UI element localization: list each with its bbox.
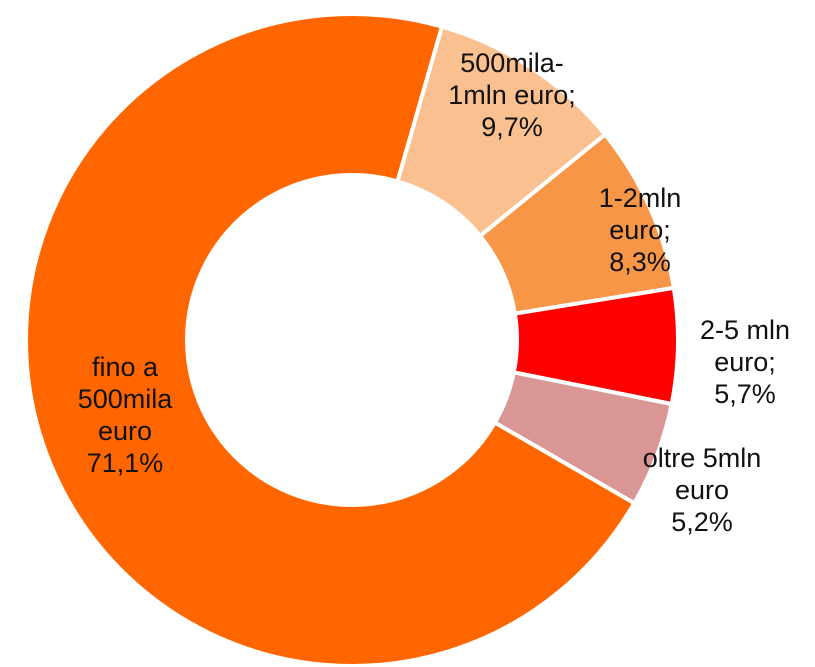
slice-label: 2-5 mln euro; 5,7% <box>680 314 810 410</box>
slice-label: 1-2mln euro; 8,3% <box>575 182 705 278</box>
value-label: 5,2% <box>671 507 733 537</box>
category-label: fino a 500mila euro <box>77 352 173 446</box>
slice-label: fino a 500mila euro 71,1% <box>50 351 200 479</box>
category-label: oltre 5mln euro <box>642 443 762 505</box>
value-label: 71,1% <box>86 448 164 478</box>
slice-label: 500mila-1mln euro; 9,7% <box>447 47 577 143</box>
value-label: 5,7% <box>714 379 776 409</box>
value-label: 8,3% <box>609 247 671 277</box>
category-label: 1-2mln euro; <box>598 183 682 245</box>
slice-label: oltre 5mln euro 5,2% <box>637 442 767 538</box>
category-label: 2-5 mln euro; <box>699 315 791 377</box>
value-label: 9,7% <box>481 112 543 142</box>
slice <box>24 12 637 667</box>
category-label: 500mila-1mln euro; <box>448 48 576 110</box>
